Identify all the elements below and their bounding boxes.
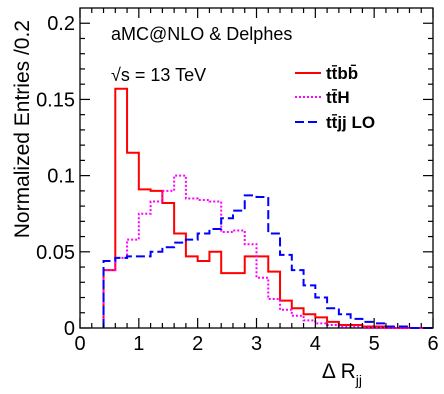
series-line-2 bbox=[102, 194, 433, 329]
x-tick-label: 3 bbox=[251, 333, 262, 355]
x-axis-title-main: Δ R bbox=[322, 360, 356, 383]
series-line-0 bbox=[102, 87, 433, 329]
legend-label-ttbb: tt̄bb̄ bbox=[326, 64, 358, 83]
x-tick-label: 1 bbox=[133, 333, 144, 355]
energy-annotation: √s = 13 TeV bbox=[111, 65, 206, 85]
tick-layer: 0 1 2 3 4 5 6 0 0.05 0.1 0.15 0.2 bbox=[36, 8, 439, 355]
x-axis-title: Δ Rjj bbox=[322, 360, 362, 388]
y-tick-label: 0.15 bbox=[36, 89, 75, 111]
y-axis-title: Normalized Entries /0.2 bbox=[11, 20, 34, 238]
y-tick-label: 0.2 bbox=[47, 13, 75, 35]
x-tick-label: 2 bbox=[192, 333, 203, 355]
x-tick-label: 4 bbox=[310, 333, 321, 355]
y-tick-label: 0 bbox=[64, 318, 75, 340]
x-axis-title-subscript: jj bbox=[355, 372, 362, 388]
legend: tt̄bb̄ tt̄H tt̄jj LO bbox=[295, 64, 375, 132]
x-tick-label: 6 bbox=[427, 333, 438, 355]
plot-frame bbox=[79, 7, 434, 329]
x-tick-label: 0 bbox=[74, 333, 85, 355]
legend-label-ttjj: tt̄jj LO bbox=[326, 113, 375, 132]
y-tick-label: 0.1 bbox=[47, 166, 75, 188]
series-line-1 bbox=[102, 174, 433, 329]
x-tick-label: 5 bbox=[369, 333, 380, 355]
y-tick-label: 0.05 bbox=[36, 242, 75, 264]
series-layer bbox=[102, 87, 433, 329]
legend-label-tth: tt̄H bbox=[326, 88, 350, 107]
generator-annotation: aMC@NLO & Delphes bbox=[111, 24, 292, 44]
